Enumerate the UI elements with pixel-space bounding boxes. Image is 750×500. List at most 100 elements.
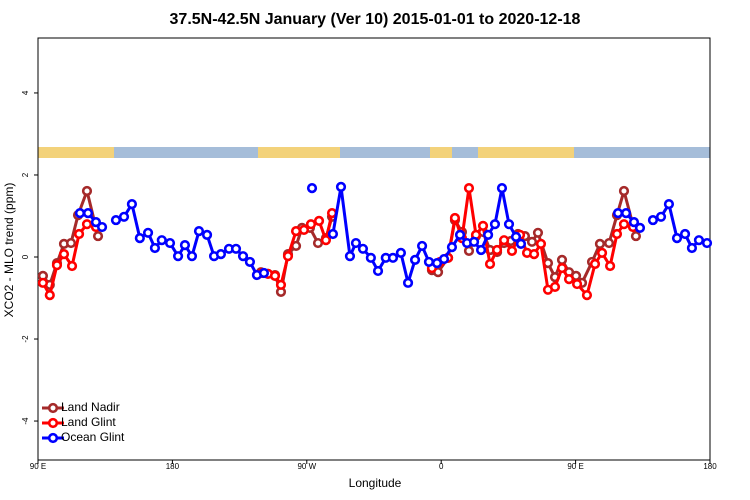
data-point xyxy=(438,253,450,265)
data-point xyxy=(179,240,191,251)
data-point xyxy=(526,236,538,247)
data-point xyxy=(149,242,161,254)
data-point xyxy=(134,233,145,244)
data-point xyxy=(571,278,583,290)
data-point xyxy=(549,281,561,293)
data-point xyxy=(193,226,205,237)
y-tick-label: 2 xyxy=(21,172,30,177)
data-point xyxy=(496,182,508,194)
data-point xyxy=(489,219,501,230)
data-point xyxy=(409,254,421,265)
data-point xyxy=(142,227,154,238)
data-point xyxy=(604,260,616,272)
data-point xyxy=(503,219,515,230)
data-point xyxy=(282,251,294,262)
data-point xyxy=(618,185,630,197)
data-point xyxy=(532,227,544,238)
data-point xyxy=(402,277,414,288)
data-point xyxy=(244,256,256,268)
y-axis-title: XCO2 - MLO trend (ppm) xyxy=(2,183,16,318)
data-point xyxy=(156,235,167,246)
data-point xyxy=(74,208,86,219)
data-point xyxy=(594,238,606,249)
data-point xyxy=(603,237,615,249)
data-point xyxy=(92,230,104,242)
data-point xyxy=(51,260,63,271)
data-point xyxy=(679,228,691,240)
data-point xyxy=(344,251,356,262)
data-point xyxy=(269,270,281,281)
data-point xyxy=(686,242,698,254)
data-point xyxy=(535,238,547,249)
ocean-strip xyxy=(38,147,710,158)
data-point xyxy=(37,277,49,288)
legend-label: Land Nadir xyxy=(61,400,120,414)
data-point xyxy=(628,217,640,228)
data-point xyxy=(612,208,624,219)
data-point xyxy=(463,245,475,256)
data-point xyxy=(118,211,130,222)
data-point xyxy=(298,224,310,236)
data-point xyxy=(446,242,458,253)
data-point xyxy=(305,219,317,230)
data-point xyxy=(655,211,667,222)
data-point xyxy=(365,252,376,263)
x-tick-label: 90 W xyxy=(297,462,316,471)
data-point xyxy=(449,212,461,224)
data-point xyxy=(237,251,249,262)
data-point xyxy=(475,244,487,256)
land-strip xyxy=(258,147,340,158)
data-point xyxy=(468,236,480,247)
data-point xyxy=(491,244,503,256)
data-point xyxy=(313,215,325,227)
data-point xyxy=(630,230,642,242)
data-point xyxy=(306,182,318,194)
x-tick-label: 180 xyxy=(166,462,180,471)
data-point xyxy=(647,214,659,226)
data-point xyxy=(110,214,122,226)
x-tick-label: 90 E xyxy=(30,462,46,471)
land-strip xyxy=(430,147,452,158)
data-point xyxy=(634,222,646,233)
legend-label: Ocean Glint xyxy=(61,430,125,444)
data-point xyxy=(510,231,522,243)
x-tick-label: 0 xyxy=(439,462,444,471)
x-axis-title: Longitude xyxy=(349,476,402,490)
data-point xyxy=(482,229,494,240)
data-point xyxy=(90,217,102,228)
data-point xyxy=(618,219,630,230)
data-point xyxy=(81,185,93,197)
data-point xyxy=(620,208,632,219)
data-point xyxy=(693,235,705,246)
data-point xyxy=(258,267,270,279)
data-point xyxy=(477,220,489,231)
data-point xyxy=(126,198,138,210)
data-point xyxy=(275,279,287,290)
data-point xyxy=(611,228,623,240)
data-point xyxy=(230,243,242,254)
data-point xyxy=(215,249,227,260)
data-point xyxy=(44,290,55,301)
data-point xyxy=(58,249,70,260)
data-point xyxy=(596,247,608,258)
data-point xyxy=(350,237,362,249)
data-point xyxy=(65,237,77,249)
data-point xyxy=(589,258,601,270)
data-point xyxy=(556,254,568,265)
data-point xyxy=(423,256,435,268)
land-strip xyxy=(38,147,114,158)
data-point xyxy=(454,229,466,240)
data-point xyxy=(431,258,443,269)
y-tick-label: -4 xyxy=(21,417,30,425)
data-point xyxy=(357,243,369,254)
legend-label: Land Glint xyxy=(61,415,116,429)
map-strip xyxy=(38,147,710,158)
data-point xyxy=(463,182,475,194)
y-tick-label: -2 xyxy=(21,335,30,343)
data-point xyxy=(290,226,302,237)
data-point xyxy=(312,237,324,249)
data-point xyxy=(498,235,510,246)
data-point xyxy=(663,198,675,210)
data-point xyxy=(81,219,93,230)
